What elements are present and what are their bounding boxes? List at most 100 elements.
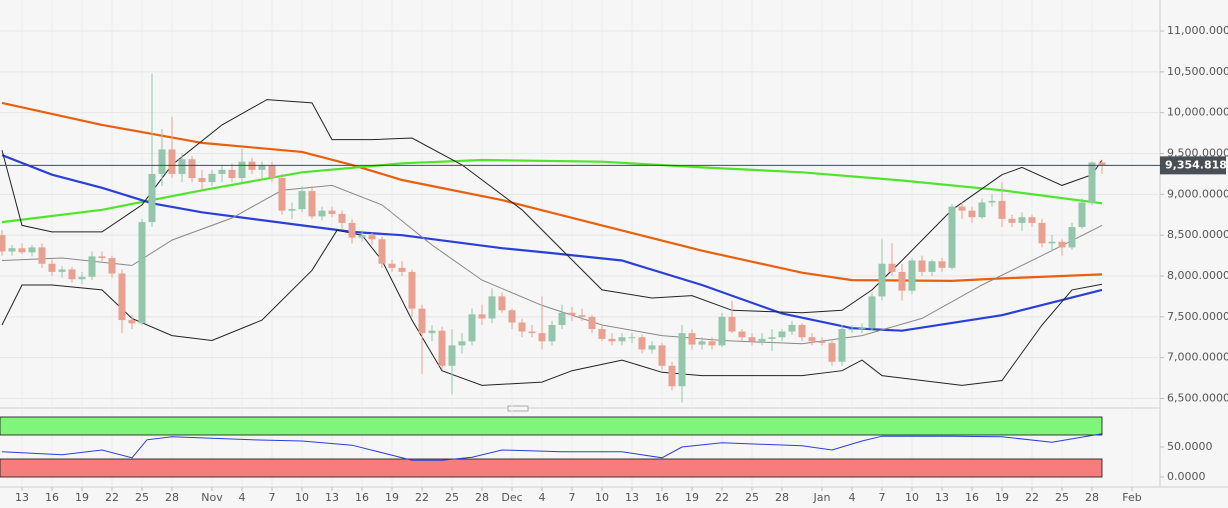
candle-body bbox=[68, 269, 76, 280]
candle-body bbox=[408, 271, 416, 309]
candle-body bbox=[338, 213, 346, 223]
candle-body bbox=[938, 261, 946, 268]
candle-body bbox=[1098, 162, 1106, 166]
candle-body bbox=[678, 333, 686, 387]
candle-body bbox=[598, 329, 606, 339]
candle-body bbox=[298, 191, 306, 210]
candle-body bbox=[898, 271, 906, 291]
resize-grip[interactable] bbox=[507, 405, 529, 412]
x-tick-label: 25 bbox=[745, 491, 759, 504]
candle-body bbox=[588, 316, 596, 330]
x-tick-label: 10 bbox=[905, 491, 919, 504]
candle-body bbox=[28, 247, 36, 253]
last-price-box bbox=[1160, 156, 1226, 175]
rsi-line bbox=[1, 433, 1103, 461]
candle-body bbox=[138, 222, 146, 324]
rsi-y-tick-label: 50.0000 bbox=[1167, 440, 1213, 453]
candle-body bbox=[228, 169, 236, 179]
x-tick-label: 4 bbox=[539, 491, 546, 504]
candle-body bbox=[278, 178, 286, 211]
x-tick-label: 7 bbox=[879, 491, 886, 504]
candle-body bbox=[568, 312, 576, 316]
candle-body bbox=[998, 200, 1006, 219]
candle-body bbox=[868, 296, 876, 329]
candle-body bbox=[168, 149, 176, 174]
candle-body bbox=[58, 269, 66, 272]
x-tick-label: 28 bbox=[165, 491, 179, 504]
x-tick-label: 28 bbox=[1085, 491, 1099, 504]
candle-body bbox=[268, 165, 276, 179]
candle-body bbox=[458, 341, 466, 346]
candle-body bbox=[18, 248, 26, 253]
candle-body bbox=[798, 324, 806, 338]
candle-body bbox=[878, 263, 886, 297]
indicator-line bbox=[1, 229, 1103, 386]
candle-body bbox=[548, 324, 556, 342]
candle-body bbox=[158, 149, 166, 174]
candle-body bbox=[1038, 222, 1046, 244]
candle-body bbox=[98, 256, 106, 259]
x-tick-label: 22 bbox=[105, 491, 119, 504]
x-tick-label: 13 bbox=[625, 491, 639, 504]
candle-body bbox=[1078, 202, 1086, 227]
candle-body bbox=[1018, 217, 1026, 223]
candle-body bbox=[788, 324, 796, 332]
candle-body bbox=[128, 320, 136, 324]
candle-body bbox=[238, 161, 246, 179]
indicator-line bbox=[1, 184, 1103, 345]
candle-body bbox=[668, 365, 676, 387]
candle-body bbox=[948, 206, 956, 268]
x-tick-label: 13 bbox=[935, 491, 949, 504]
x-tick-label: 22 bbox=[415, 491, 429, 504]
candle-body bbox=[538, 333, 546, 342]
x-tick-label: 25 bbox=[1055, 491, 1069, 504]
x-tick-label: Nov bbox=[201, 491, 223, 504]
candle-body bbox=[48, 263, 56, 272]
candle-body bbox=[888, 263, 896, 272]
candle-body bbox=[528, 331, 536, 334]
candle-body bbox=[768, 337, 776, 339]
candle-body bbox=[748, 337, 756, 342]
candle-body bbox=[928, 261, 936, 272]
candle-body bbox=[318, 210, 326, 217]
y-tick-label: 7,500.0000 bbox=[1167, 310, 1228, 323]
x-tick-label: 4 bbox=[849, 491, 856, 504]
candle-body bbox=[818, 341, 826, 343]
candle-body bbox=[758, 338, 766, 342]
candle-body bbox=[708, 341, 716, 346]
y-tick-label: 6,500.0000 bbox=[1167, 391, 1228, 404]
candle-body bbox=[508, 310, 516, 323]
candle-body bbox=[118, 273, 126, 321]
x-tick-label: 22 bbox=[715, 491, 729, 504]
candle-body bbox=[198, 178, 206, 183]
candle-body bbox=[388, 263, 396, 268]
candle-body bbox=[468, 314, 476, 342]
y-tick-label: 11,000.0000 bbox=[1167, 24, 1228, 37]
candle-body bbox=[348, 222, 356, 238]
x-tick-label: Dec bbox=[501, 491, 522, 504]
candle-body bbox=[398, 267, 406, 272]
indicator-line bbox=[1, 158, 1103, 224]
last-price-label: 9,354.8185 bbox=[1165, 158, 1228, 171]
y-tick-label: 10,500.0000 bbox=[1167, 65, 1228, 78]
candle-body bbox=[578, 315, 586, 317]
candle-body bbox=[108, 258, 116, 274]
candle-body bbox=[1088, 162, 1096, 203]
candle-body bbox=[618, 337, 626, 342]
candle-body bbox=[258, 165, 266, 170]
candle-body bbox=[848, 329, 856, 331]
candle-body bbox=[308, 191, 316, 217]
y-tick-label: 10,000.0000 bbox=[1167, 106, 1228, 119]
indicator-line bbox=[1, 101, 1103, 283]
x-tick-label: Feb bbox=[1122, 491, 1141, 504]
candle-body bbox=[1008, 218, 1016, 223]
candle-body bbox=[628, 337, 636, 339]
x-tick-label: 16 bbox=[965, 491, 979, 504]
y-tick-label: 7,000.0000 bbox=[1167, 351, 1228, 364]
candle-body bbox=[908, 260, 916, 291]
candle-body bbox=[688, 333, 696, 345]
x-tick-label: 22 bbox=[1025, 491, 1039, 504]
candle-body bbox=[968, 210, 976, 218]
candle-body bbox=[738, 331, 746, 338]
